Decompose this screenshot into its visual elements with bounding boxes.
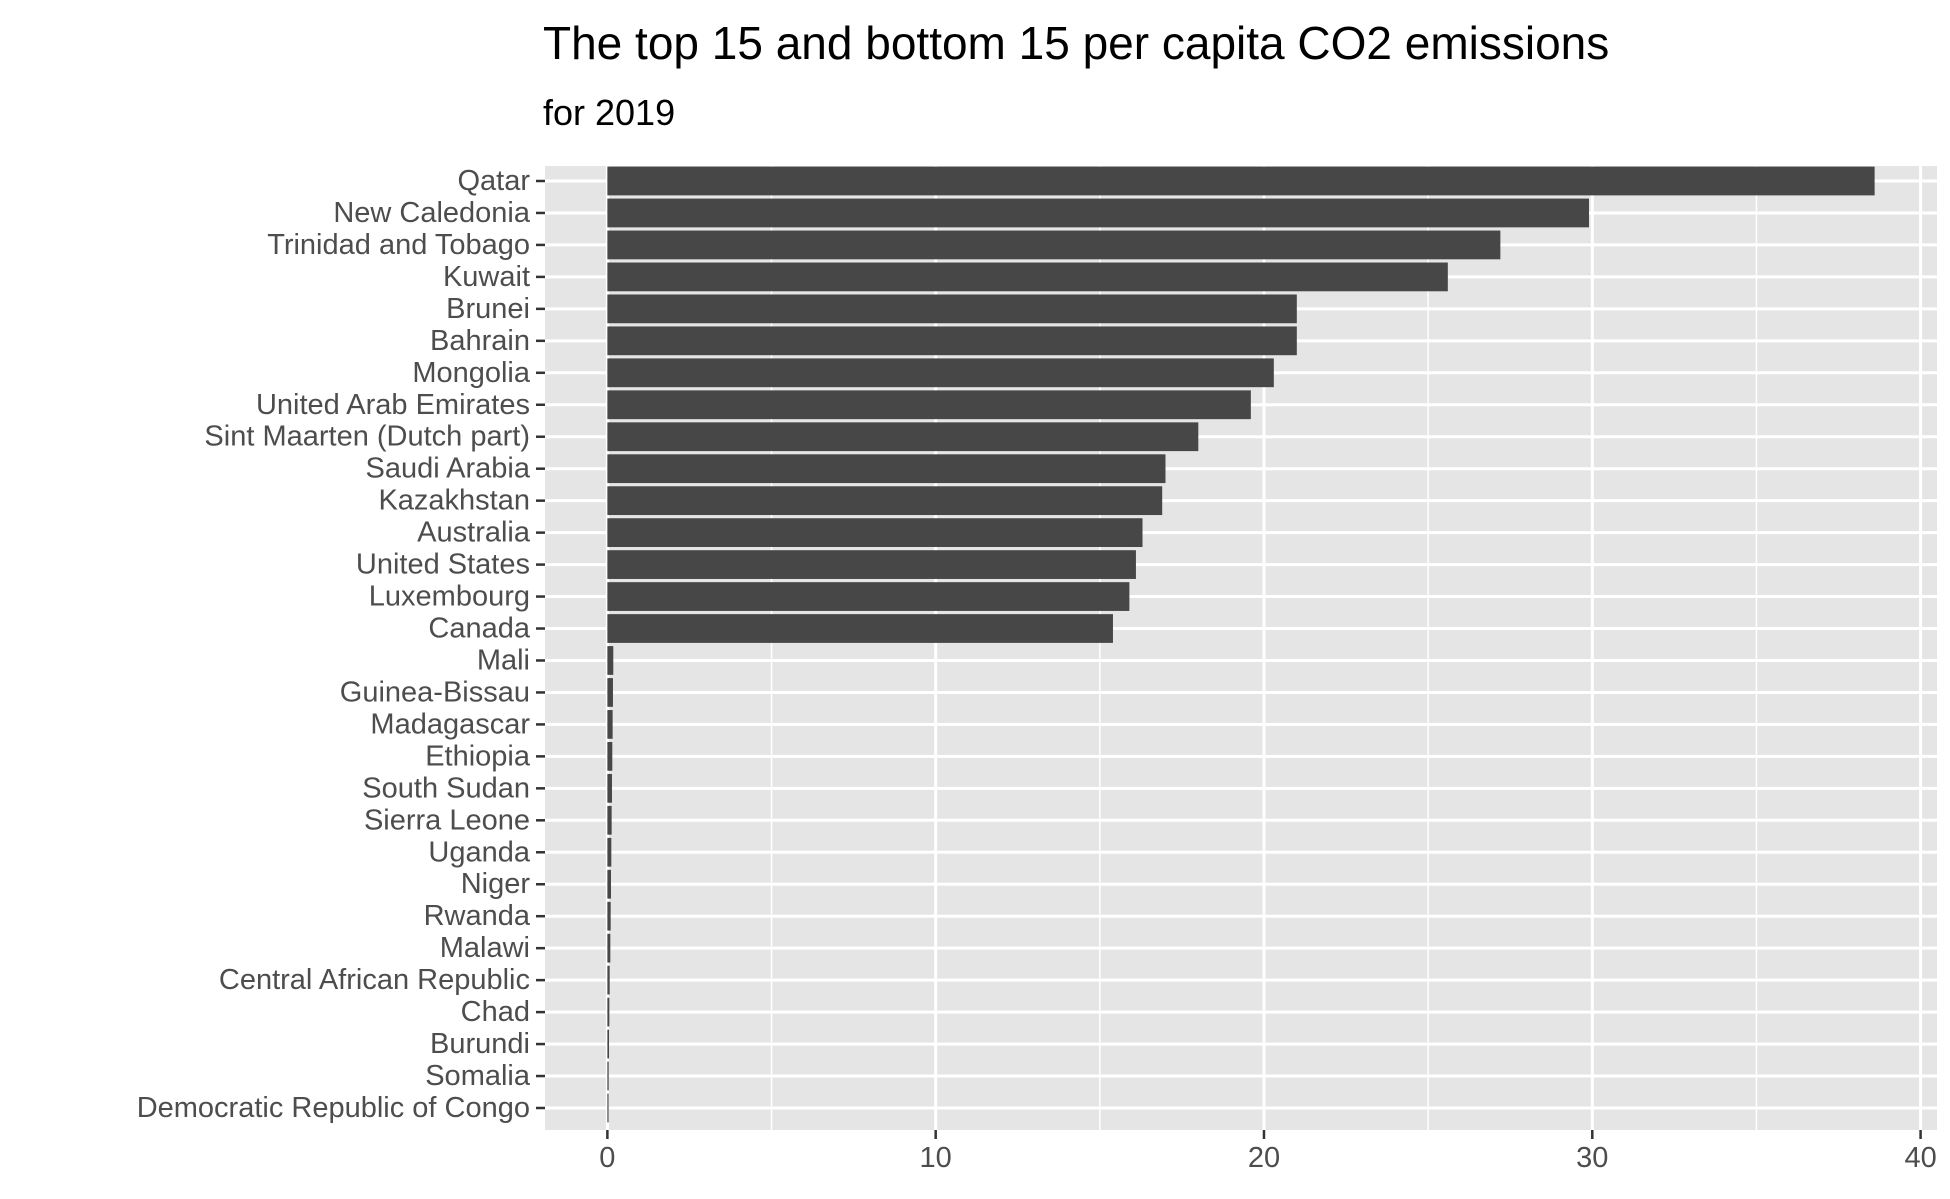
bar xyxy=(607,837,612,867)
bar xyxy=(607,390,1251,420)
bar xyxy=(607,582,1130,611)
bar xyxy=(607,869,611,899)
y-tick-label: Guinea-Bissau xyxy=(340,676,530,708)
bar xyxy=(607,773,612,803)
bar xyxy=(607,997,610,1027)
y-tick-label: Niger xyxy=(461,868,531,900)
bar xyxy=(607,294,1297,324)
bar xyxy=(607,230,1501,260)
x-tick-label: 40 xyxy=(1904,1142,1936,1174)
y-tick-label: Somalia xyxy=(425,1060,531,1092)
y-tick-label: Australia xyxy=(417,517,531,549)
x-tick-label: 30 xyxy=(1576,1142,1608,1174)
y-tick-label: Rwanda xyxy=(424,900,531,932)
bar xyxy=(607,646,614,675)
x-tick-label: 0 xyxy=(599,1142,615,1174)
bar xyxy=(607,326,1297,356)
bar xyxy=(607,422,1199,452)
bar xyxy=(607,678,613,707)
y-tick-label: South Sudan xyxy=(362,772,530,804)
bar xyxy=(607,358,1274,388)
bar xyxy=(607,198,1589,228)
bar xyxy=(607,454,1166,484)
y-tick-label: Malawi xyxy=(440,932,530,964)
y-tick-label: Luxembourg xyxy=(369,581,530,613)
y-tick-label: Mali xyxy=(477,644,530,676)
y-tick-label: Democratic Republic of Congo xyxy=(137,1092,530,1124)
y-tick-label: Chad xyxy=(461,996,530,1028)
y-tick-label: Ethiopia xyxy=(425,740,531,772)
bar xyxy=(607,965,610,995)
bar xyxy=(607,550,1136,579)
bar xyxy=(607,805,612,835)
bar xyxy=(607,1061,609,1091)
x-tick-label: 20 xyxy=(1248,1142,1280,1174)
y-tick-label: New Caledonia xyxy=(333,197,531,229)
bar xyxy=(607,710,613,739)
bar xyxy=(607,262,1448,292)
y-tick-label: Saudi Arabia xyxy=(366,453,531,485)
y-tick-label: United Arab Emirates xyxy=(256,389,530,421)
x-tick-label: 10 xyxy=(920,1142,952,1174)
y-tick-label: United States xyxy=(356,549,530,581)
y-tick-label: Uganda xyxy=(428,836,530,868)
y-tick-label: Brunei xyxy=(446,293,530,325)
bar xyxy=(607,614,1113,643)
y-tick-label: Qatar xyxy=(457,165,530,197)
y-tick-label: Kazakhstan xyxy=(378,485,530,517)
y-tick-label: Burundi xyxy=(430,1028,530,1060)
y-tick-label: Trinidad and Tobago xyxy=(267,229,530,261)
bar xyxy=(607,1093,609,1123)
bar xyxy=(607,1029,610,1059)
y-tick-label: Mongolia xyxy=(412,357,531,389)
y-tick-label: Bahrain xyxy=(430,325,530,357)
y-tick-label: Sierra Leone xyxy=(364,804,530,836)
bar xyxy=(607,486,1163,516)
y-tick-label: Sint Maarten (Dutch part) xyxy=(204,421,530,453)
x-axis: 0 10 20 30 40 xyxy=(599,1130,1937,1174)
y-tick-label: Kuwait xyxy=(443,261,530,293)
chart-subtitle: for 2019 xyxy=(543,92,676,133)
bar xyxy=(607,933,611,963)
bar xyxy=(607,518,1143,548)
bar xyxy=(607,901,611,931)
bar xyxy=(607,166,1875,196)
y-tick-label: Canada xyxy=(428,613,530,645)
y-tick-label: Madagascar xyxy=(370,708,530,740)
bar xyxy=(607,741,613,771)
y-tick-label: Central African Republic xyxy=(219,964,530,996)
bars xyxy=(607,166,1875,1123)
chart-title: The top 15 and bottom 15 per capita CO2 … xyxy=(543,17,1610,69)
